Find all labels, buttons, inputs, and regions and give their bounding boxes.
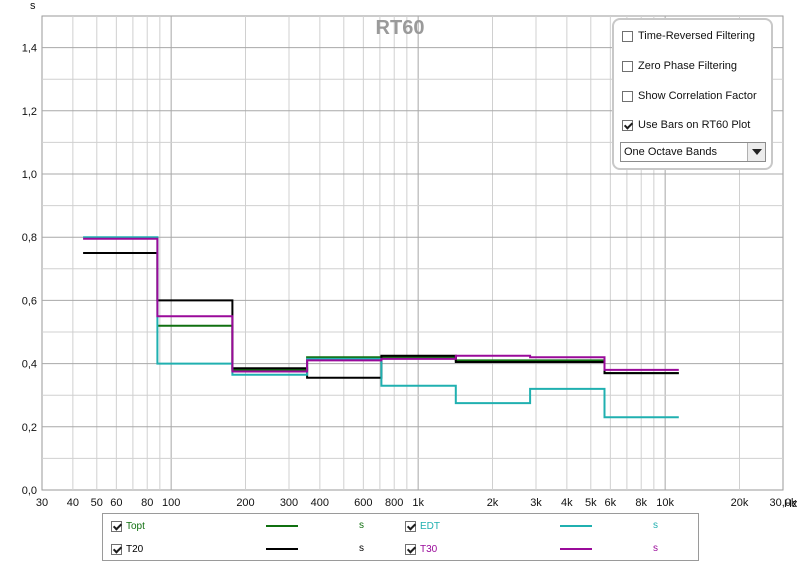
legend-swatch-t20	[266, 548, 298, 550]
x-tick-label: 600	[354, 497, 372, 509]
legend-swatch-t30	[560, 548, 592, 550]
time-reversed-checkbox[interactable]	[622, 30, 633, 42]
chevron-down-icon[interactable]	[747, 143, 765, 161]
legend-item-edt[interactable]: EDT	[405, 519, 440, 533]
x-tick-label: 30	[36, 497, 48, 509]
x-tick-label: 10k	[656, 497, 674, 509]
x-tick-label: 50	[91, 497, 103, 509]
x-tick-label: 6k	[605, 497, 617, 509]
x-tick-labels: 30 40 50 60 80 100 200 300 400 600 800 1k 2k 3k 4k 5k 6k…	[36, 497, 797, 509]
legend-unit-edt: s	[653, 520, 658, 531]
x-tick-label: 20k	[731, 497, 749, 509]
correlation-label: Show Correlation Factor	[638, 90, 757, 102]
series-line-t30	[83, 237, 679, 373]
legend-label-topt: Topt	[126, 520, 145, 532]
legend-item-t20[interactable]: T20	[111, 542, 143, 556]
x-tick-label: 1k	[412, 497, 424, 509]
octave-band-select[interactable]: One Octave Bands	[620, 142, 766, 162]
x-tick-label: 300	[280, 497, 298, 509]
legend-label-edt: EDT	[420, 520, 440, 532]
x-axis-unit: Hz	[784, 498, 797, 510]
legend-item-topt[interactable]: Topt	[111, 519, 145, 533]
x-tick-label: 5k	[585, 497, 597, 509]
x-tick-label: 3k	[530, 497, 542, 509]
show-correlation-factor-option[interactable]: Show Correlation Factor	[622, 88, 757, 104]
legend-swatch-edt	[560, 525, 592, 527]
y-tick-label: 0,8	[22, 232, 37, 244]
zero-phase-label: Zero Phase Filtering	[638, 60, 738, 72]
grid	[42, 16, 783, 490]
topt-checkbox[interactable]	[111, 520, 122, 532]
legend-label-t20: T20	[126, 543, 144, 555]
y-tick-label: 0,2	[22, 422, 37, 434]
legend-unit-t20: s	[359, 543, 364, 554]
x-tick-label: 60	[110, 497, 122, 509]
x-tick-label: 8k	[635, 497, 647, 509]
rt60-options-panel: Time-Reversed Filtering Zero Phase Filte…	[612, 18, 773, 170]
band-select-value: One Octave Bands	[624, 146, 717, 158]
x-tick-label: 800	[385, 497, 403, 509]
y-tick-label: 0,6	[22, 295, 37, 307]
zero-phase-filtering-option[interactable]: Zero Phase Filtering	[622, 58, 737, 74]
legend-unit-t30: s	[653, 543, 658, 554]
y-tick-labels: 0,0 0,2 0,4 0,6 0,8 1,0 1,2 1,4	[22, 43, 37, 497]
x-tick-label: 100	[162, 497, 180, 509]
y-tick-label: 1,0	[22, 169, 37, 181]
legend-label-t30: T30	[420, 543, 438, 555]
zero-phase-checkbox[interactable]	[622, 60, 633, 72]
use-bars-option[interactable]: Use Bars on RT60 Plot	[622, 117, 750, 133]
x-tick-label: 4k	[561, 497, 573, 509]
series-layer	[83, 236, 679, 419]
y-tick-label: 0,0	[22, 485, 37, 497]
x-tick-label: 30,0k	[770, 497, 797, 509]
y-tick-label: 1,4	[22, 43, 37, 55]
y-tick-label: 0,4	[22, 359, 37, 371]
correlation-checkbox[interactable]	[622, 90, 633, 102]
edt-checkbox[interactable]	[405, 520, 416, 532]
legend-item-t30[interactable]: T30	[405, 542, 437, 556]
use-bars-label: Use Bars on RT60 Plot	[638, 119, 751, 131]
time-reversed-label: Time-Reversed Filtering	[638, 30, 755, 42]
y-axis-unit: s	[30, 0, 36, 12]
x-tick-label: 2k	[487, 497, 499, 509]
legend: Topt s EDT s T20 s T30 s	[102, 513, 699, 561]
t20-checkbox[interactable]	[111, 543, 122, 555]
y-tick-label: 1,2	[22, 106, 37, 118]
time-reversed-filtering-option[interactable]: Time-Reversed Filtering	[622, 28, 755, 44]
legend-unit-topt: s	[359, 520, 364, 531]
x-tick-label: 40	[67, 497, 79, 509]
series-line-edt	[83, 236, 679, 419]
chart-title: RT60	[376, 17, 425, 39]
t30-checkbox[interactable]	[405, 543, 416, 555]
x-tick-label: 80	[141, 497, 153, 509]
use-bars-checkbox[interactable]	[622, 119, 633, 131]
x-tick-label: 200	[236, 497, 254, 509]
legend-swatch-topt	[266, 525, 298, 527]
x-tick-label: 400	[311, 497, 329, 509]
